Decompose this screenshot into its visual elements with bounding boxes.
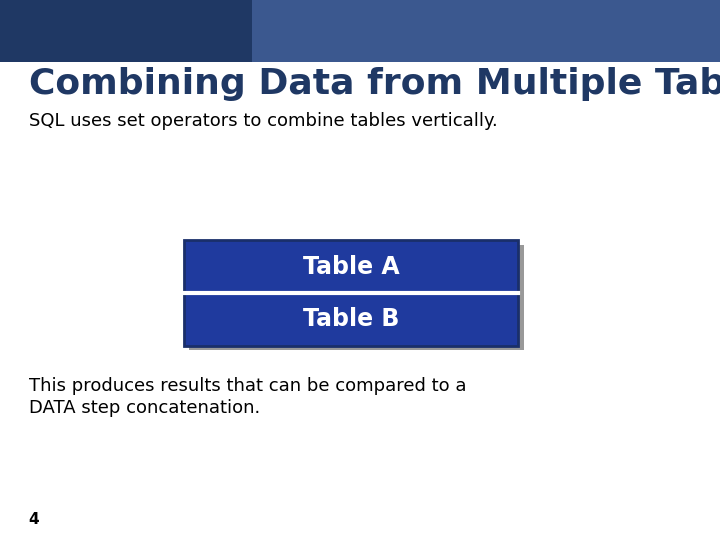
FancyBboxPatch shape (184, 240, 518, 293)
FancyBboxPatch shape (184, 293, 518, 346)
FancyBboxPatch shape (252, 0, 720, 62)
Text: This produces results that can be compared to a: This produces results that can be compar… (29, 377, 467, 395)
Text: Table B: Table B (303, 307, 399, 331)
Text: DATA step concatenation.: DATA step concatenation. (29, 399, 260, 417)
Text: Combining Data from Multiple Tables: Combining Data from Multiple Tables (29, 67, 720, 100)
FancyBboxPatch shape (0, 0, 720, 62)
Text: Table A: Table A (302, 255, 400, 279)
Text: 4: 4 (29, 511, 40, 526)
FancyBboxPatch shape (189, 245, 524, 350)
Text: SQL uses set operators to combine tables vertically.: SQL uses set operators to combine tables… (29, 112, 498, 131)
